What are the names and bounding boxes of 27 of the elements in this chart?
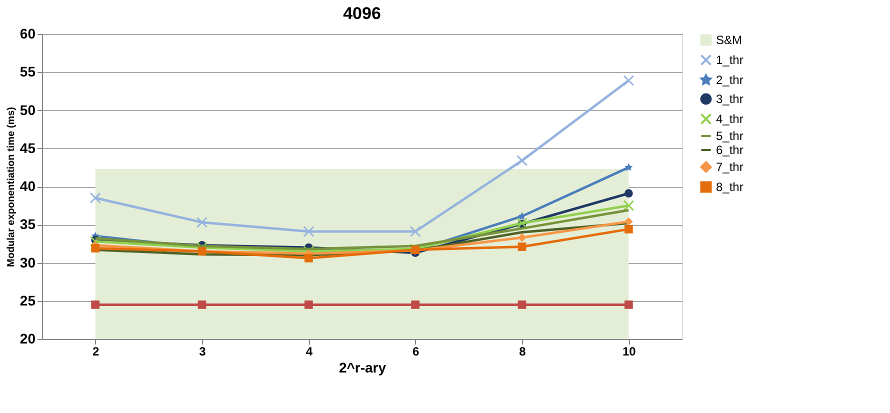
- x-tick-label: 8: [519, 344, 526, 358]
- y-tick-label: 50: [20, 102, 36, 118]
- legend-label: 8_thr: [716, 180, 744, 194]
- legend-label: 6_thr: [716, 143, 744, 157]
- legend-label: 3_thr: [716, 92, 744, 106]
- legend-label: 5_thr: [716, 129, 744, 143]
- x-axis-title: 2^r-ary: [338, 360, 386, 376]
- y-tick-label: 35: [20, 216, 36, 232]
- legend-label: 4_thr: [716, 112, 744, 126]
- chart-title: 4096: [343, 4, 381, 23]
- legend-label: S&M: [716, 33, 742, 47]
- x-tick-label: 3: [199, 344, 206, 358]
- y-tick-label: 30: [20, 254, 36, 270]
- x-tick-label: 6: [412, 344, 420, 358]
- y-tick-label: 20: [20, 330, 36, 346]
- y-tick-label: 40: [20, 178, 36, 194]
- y-tick-label: 55: [20, 64, 36, 80]
- y-axis-title: Modular exponentiation time (ms): [6, 106, 17, 268]
- legend-label: 1_thr: [716, 53, 744, 67]
- y-tick-label: 25: [20, 292, 36, 308]
- legend-label: 7_thr: [716, 160, 744, 174]
- x-tick-label: 2: [92, 344, 100, 358]
- x-tick-label: 10: [622, 344, 636, 358]
- legend-label: 2_thr: [716, 73, 744, 87]
- y-tick-label: 60: [20, 26, 36, 42]
- y-tick-label: 45: [20, 140, 36, 156]
- x-tick-label: 4: [306, 344, 313, 358]
